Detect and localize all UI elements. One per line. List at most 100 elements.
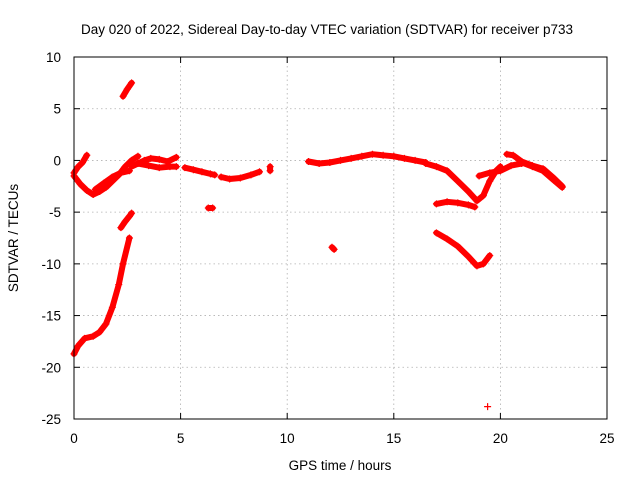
data-point — [326, 158, 334, 166]
data-point — [315, 160, 323, 168]
data-point — [422, 160, 430, 168]
x-tick-labels: 0 5 10 15 20 25 — [70, 431, 614, 446]
data-point — [155, 155, 163, 163]
series-trace — [433, 229, 493, 269]
data-point — [155, 164, 163, 172]
y-tick-label: -5 — [49, 205, 61, 220]
data-point — [209, 204, 217, 212]
data-point — [198, 168, 206, 176]
data-point — [226, 175, 234, 183]
data-point — [189, 166, 197, 174]
data-point — [147, 154, 155, 162]
data-point — [558, 183, 566, 191]
data-point — [236, 174, 244, 182]
y-axis-label: SDTVAR / TECUs — [6, 184, 21, 293]
data-point — [471, 203, 479, 211]
data-point — [432, 163, 440, 171]
data-point — [121, 217, 129, 225]
data-point — [486, 252, 494, 260]
data-point — [89, 332, 97, 340]
data-series — [70, 79, 566, 411]
data-point — [255, 168, 263, 176]
data-point — [358, 152, 366, 160]
grid — [74, 57, 607, 419]
data-point — [486, 169, 494, 177]
data-point — [479, 192, 487, 200]
data-point — [79, 158, 87, 166]
data-point — [76, 180, 84, 188]
y-tick-label: -10 — [41, 257, 61, 272]
series-trace — [422, 160, 504, 204]
data-point — [115, 281, 123, 289]
data-point — [337, 156, 344, 164]
data-point — [484, 403, 492, 411]
data-point — [164, 157, 172, 165]
data-point — [550, 176, 558, 184]
series-arc-20 — [119, 79, 136, 100]
data-point — [518, 158, 526, 166]
data-point — [74, 163, 82, 171]
data-point — [400, 154, 408, 162]
x-tick-label: 10 — [280, 431, 295, 446]
data-point — [305, 157, 313, 165]
data-point — [475, 172, 483, 180]
data-point — [134, 160, 142, 168]
data-point — [486, 177, 494, 185]
data-point — [507, 162, 515, 170]
data-point — [81, 334, 89, 342]
series-arc-13 — [328, 243, 338, 253]
data-point — [390, 152, 398, 160]
data-point — [509, 151, 517, 159]
data-point — [108, 173, 116, 181]
data-point — [443, 167, 451, 175]
data-point — [96, 328, 104, 336]
data-point — [432, 200, 440, 208]
data-point — [211, 171, 219, 179]
data-point — [379, 151, 387, 159]
data-point — [266, 167, 274, 175]
x-tick-label: 20 — [493, 431, 508, 446]
series-arc-19 — [518, 158, 566, 191]
series-arc-11 — [266, 163, 274, 175]
data-point — [454, 199, 462, 207]
data-point — [74, 342, 82, 350]
data-point — [473, 197, 481, 205]
data-point — [172, 163, 180, 171]
series-arc-12 — [305, 150, 430, 168]
series-arc-5 — [117, 209, 136, 232]
y-tick-label: 10 — [46, 50, 61, 65]
data-point — [217, 173, 225, 181]
data-point — [166, 163, 174, 171]
data-point — [108, 303, 116, 311]
series-arc-7 — [134, 160, 180, 172]
series-arc-4 — [70, 234, 133, 358]
plot-frame — [73, 56, 608, 420]
y-tick-label: 5 — [53, 102, 61, 117]
data-point — [206, 170, 214, 178]
data-point — [134, 152, 142, 160]
series-arc-1 — [70, 151, 91, 177]
data-point — [128, 79, 136, 87]
series-trace — [71, 235, 133, 357]
data-point — [503, 150, 511, 158]
data-point — [473, 262, 481, 270]
series-trace — [305, 151, 429, 167]
data-point — [454, 242, 462, 250]
series-arc-16 — [432, 229, 494, 270]
data-point — [539, 167, 547, 175]
data-point — [83, 186, 91, 194]
data-point — [454, 177, 462, 185]
axis-ticks — [73, 56, 608, 420]
y-tick-label: -15 — [41, 309, 61, 324]
data-point — [145, 162, 153, 170]
x-axis-label: GPS time / hours — [289, 458, 392, 473]
y-tick-label: 0 — [53, 153, 61, 168]
series-arc-14 — [422, 160, 504, 205]
data-point — [119, 260, 127, 268]
series-arc-10 — [217, 168, 263, 183]
data-point — [128, 209, 136, 217]
data-point — [528, 163, 536, 171]
data-point — [330, 245, 338, 253]
y-tick-labels: -25 -20 -15 -10 -5 0 5 10 — [41, 50, 61, 427]
